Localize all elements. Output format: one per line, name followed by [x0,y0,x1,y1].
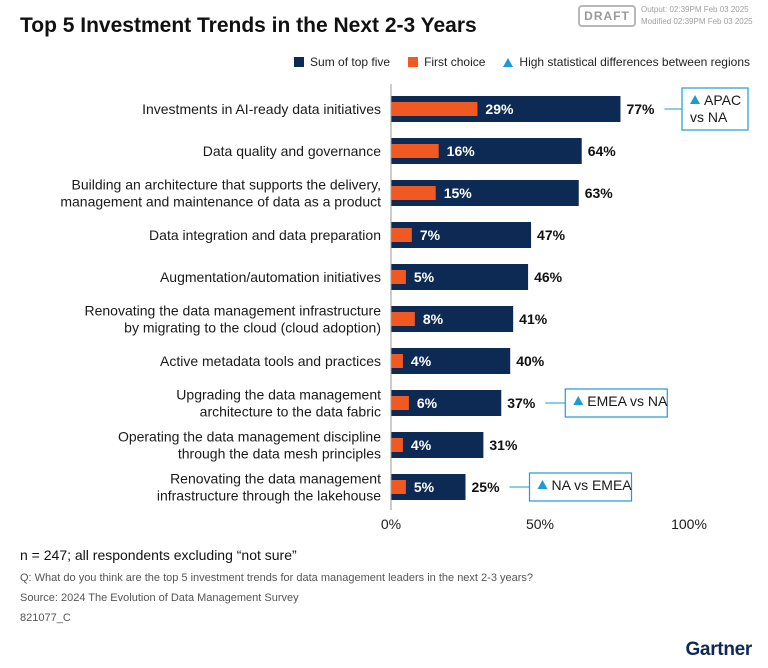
annotation-label: EMEA vs NA [587,393,668,409]
category-label: Building an architecture that supports t… [60,177,381,210]
legend-item-sum: Sum of top five [294,55,390,69]
annotation-label: APAC [704,92,741,108]
x-tick-label: 0% [381,516,401,532]
sum-value-label: 47% [537,227,566,243]
annotation-label: NA vs EMEA [552,477,633,493]
modified-timestamp: Modified 02:39PM Feb 03 2025 [641,17,753,26]
category-label: Augmentation/automation initiatives [160,269,381,285]
first-choice-value-label: 7% [420,227,441,243]
x-tick-label: 50% [526,516,554,532]
legend-swatch-sum [294,57,305,67]
legend-label-diff: High statistical differences between reg… [519,55,750,69]
sample-size-note: n = 247; all respondents excluding “not … [20,547,297,563]
legend-label-first: First choice [424,55,486,69]
category-label: Operating the data management discipline… [118,429,381,462]
legend-item-diff: High statistical differences between reg… [503,55,750,69]
first-choice-value-label: 29% [485,101,514,117]
first-choice-bar [391,396,409,410]
annotation-label: vs NA [690,109,728,125]
category-label: Upgrading the data management architectur… [176,387,381,420]
annotation-box [681,87,749,131]
sum-value-label: 77% [626,101,655,117]
first-choice-bar [391,186,436,200]
first-choice-bar [391,480,406,494]
sum-value-label: 41% [519,311,548,327]
sum-value-label: 40% [516,353,545,369]
legend-swatch-first [408,57,419,67]
first-choice-value-label: 16% [447,143,476,159]
legend-item-first: First choice [408,55,485,69]
sum-value-label: 37% [507,395,536,411]
first-choice-value-label: 5% [414,269,435,285]
first-choice-value-label: 6% [417,395,438,411]
x-tick-label: 100% [671,516,707,532]
first-choice-value-label: 5% [414,479,435,495]
annotation-box [528,472,633,502]
chart-legend: Sum of top five First choice High statis… [276,55,750,69]
triangle-up-icon [573,396,584,405]
sum-value-label: 46% [534,269,563,285]
sum-bar [391,432,484,458]
first-choice-bar [391,354,403,368]
sum-bar [391,390,502,416]
annotation-box [564,388,668,418]
first-choice-bar [391,270,406,284]
first-choice-bar [391,312,415,326]
first-choice-bar [391,102,478,116]
triangle-up-icon [690,95,700,104]
chart-title: Top 5 Investment Trends in the Next 2-3 … [20,14,477,37]
sum-value-label: 63% [585,185,614,201]
first-choice-bar [391,228,412,242]
output-timestamp: Output: 02:39PM Feb 03 2025 [641,5,749,14]
category-label: Renovating the data management infrastruc… [157,471,381,504]
category-label: Active metadata tools and practices [160,353,381,369]
sum-bar [391,222,532,248]
triangle-up-icon [503,57,514,67]
category-label: Investments in AI-ready data initiatives [142,101,381,117]
first-choice-value-label: 4% [411,437,432,453]
chart-id: 821077_C [20,612,71,624]
bar-chart: Investments in AI-ready data initiatives… [60,84,749,532]
first-choice-value-label: 4% [411,353,432,369]
gartner-logo: Gartner [685,639,752,660]
draft-badge: DRAFT [578,5,636,27]
sum-value-label: 64% [588,143,617,159]
sum-value-label: 25% [472,479,501,495]
first-choice-bar [391,144,439,158]
sum-bar [391,348,511,374]
sum-bar [391,264,529,290]
survey-question: Q: What do you think are the top 5 inves… [20,572,534,584]
first-choice-value-label: 15% [444,185,473,201]
first-choice-value-label: 8% [423,311,444,327]
category-label: Data quality and governance [203,143,381,159]
first-choice-bar [391,438,403,452]
sum-value-label: 31% [489,437,518,453]
triangle-up-icon [537,480,548,489]
category-label: Renovating the data management infrastru… [84,303,381,336]
category-label: Data integration and data preparation [149,227,381,243]
source-note: Source: 2024 The Evolution of Data Manag… [20,592,299,604]
legend-label-sum: Sum of top five [310,55,391,69]
